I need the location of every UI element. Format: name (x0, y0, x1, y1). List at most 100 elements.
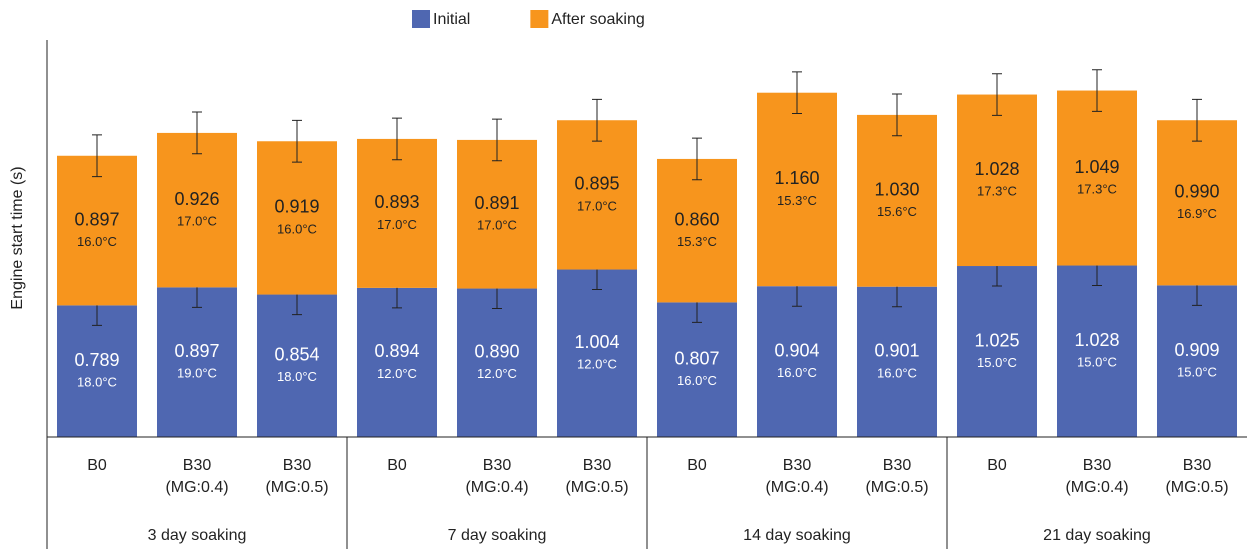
bar-segment (57, 155, 137, 306)
x-tick-label: B30 (883, 457, 912, 474)
temperature-label: 15.0°C (1077, 355, 1117, 370)
temperature-label: 16.0°C (877, 365, 917, 380)
value-label: 1.160 (774, 168, 819, 188)
error-bar (492, 118, 502, 162)
bar-segment (257, 141, 337, 295)
legend-label: Initial (433, 11, 470, 28)
value-label: 0.789 (74, 350, 119, 370)
error-bar (592, 98, 602, 142)
error-bar (692, 137, 702, 181)
bar-segment (657, 302, 737, 437)
error-bar (1192, 98, 1202, 142)
bar-segment (857, 114, 937, 287)
error-bar (1092, 69, 1102, 112)
temperature-label: 15.6°C (877, 204, 917, 219)
group-label: 7 day soaking (448, 527, 547, 544)
x-tick-label: B30 (1183, 457, 1212, 474)
x-tick-label: (MG:0.5) (265, 479, 328, 496)
temperature-label: 17.0°C (577, 198, 617, 213)
x-tick-label: B30 (1083, 457, 1112, 474)
value-label: 0.901 (874, 341, 919, 361)
temperature-label: 17.3°C (977, 184, 1017, 199)
y-axis-label: Engine start time (s) (9, 166, 26, 309)
temperature-label: 12.0°C (477, 366, 517, 381)
temperature-label: 16.0°C (77, 234, 117, 249)
error-bar (92, 134, 102, 178)
bar-segment (157, 132, 237, 288)
x-tick-label: (MG:0.4) (165, 479, 228, 496)
value-label: 0.891 (474, 193, 519, 213)
temperature-label: 16.9°C (1177, 206, 1217, 221)
bar-segment (1057, 90, 1137, 266)
x-tick-label: B0 (987, 457, 1007, 474)
temperature-label: 15.0°C (1177, 365, 1217, 380)
x-tick-label: (MG:0.4) (765, 479, 828, 496)
error-bar (992, 73, 1002, 116)
value-label: 0.897 (74, 209, 119, 229)
value-label: 1.028 (1074, 330, 1119, 350)
x-tick-label: B30 (783, 457, 812, 474)
legend-swatch (530, 10, 549, 28)
temperature-label: 15.3°C (777, 193, 817, 208)
temperature-label: 17.0°C (377, 217, 417, 232)
x-tick-label: (MG:0.5) (865, 479, 928, 496)
temperature-label: 16.0°C (677, 373, 717, 388)
group-label: 3 day soaking (148, 527, 247, 544)
value-label: 1.028 (974, 159, 1019, 179)
group-label: 21 day soaking (1043, 527, 1151, 544)
bar-segment (757, 286, 837, 437)
bar-segment (557, 269, 637, 437)
error-bar (792, 71, 802, 115)
bar-segment (157, 287, 237, 437)
value-label: 0.894 (374, 341, 419, 361)
temperature-label: 12.0°C (377, 366, 417, 381)
bar-segment (657, 158, 737, 303)
value-label: 0.926 (174, 189, 219, 209)
value-label: 0.919 (274, 197, 319, 217)
x-tick-label: B30 (583, 457, 612, 474)
bar-segment (57, 305, 137, 437)
temperature-label: 16.0°C (277, 221, 317, 236)
x-tick-label: (MG:0.4) (1065, 479, 1128, 496)
bar-segment (557, 120, 637, 270)
x-tick-label: B0 (387, 457, 407, 474)
value-label: 0.897 (174, 341, 219, 361)
value-label: 1.004 (574, 332, 619, 352)
bar-segment (757, 92, 837, 287)
bar-segment (957, 266, 1037, 437)
bar-segment (857, 286, 937, 437)
temperature-label: 17.0°C (177, 214, 217, 229)
bar-segment (257, 294, 337, 437)
x-tick-label: (MG:0.5) (1165, 479, 1228, 496)
value-label: 1.049 (1074, 157, 1119, 177)
temperature-label: 15.3°C (677, 234, 717, 249)
temperature-label: 19.0°C (177, 366, 217, 381)
temperature-label: 15.0°C (977, 355, 1017, 370)
error-bar (892, 93, 902, 137)
value-label: 1.030 (874, 180, 919, 200)
bar-segment (357, 138, 437, 288)
x-tick-label: B30 (483, 457, 512, 474)
group-label: 14 day soaking (743, 527, 851, 544)
value-label: 0.807 (674, 348, 719, 368)
value-label: 0.854 (274, 345, 319, 365)
value-label: 0.890 (474, 342, 519, 362)
bar-segment (957, 94, 1037, 267)
error-bar (292, 119, 302, 163)
temperature-label: 17.0°C (477, 218, 517, 233)
legend-swatch (412, 10, 430, 28)
x-tick-label: (MG:0.5) (565, 479, 628, 496)
error-bar (192, 111, 202, 155)
value-label: 0.893 (374, 192, 419, 212)
bar-segment (1157, 285, 1237, 437)
value-label: 1.025 (974, 330, 1019, 350)
temperature-label: 12.0°C (577, 357, 617, 372)
bar-segment (357, 287, 437, 437)
x-tick-label: (MG:0.4) (465, 479, 528, 496)
bar-segment (457, 139, 537, 289)
value-label: 0.909 (1174, 340, 1219, 360)
legend-label: After soaking (551, 11, 644, 28)
error-bar (392, 117, 402, 161)
bar-segment (457, 288, 537, 437)
x-tick-label: B30 (183, 457, 212, 474)
